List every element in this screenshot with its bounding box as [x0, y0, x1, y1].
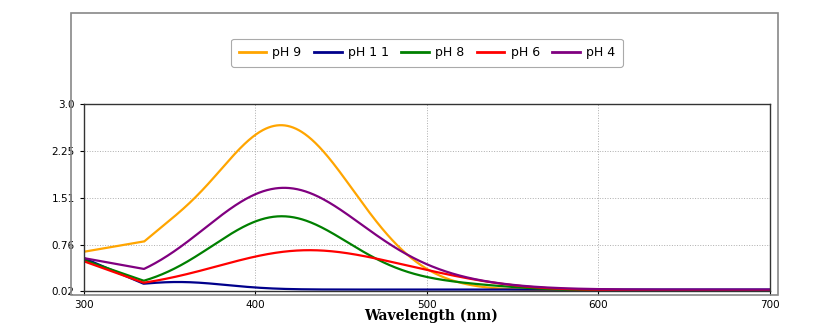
Text: Wavelength (nm): Wavelength (nm)	[364, 309, 497, 323]
Legend: pH 9, pH 1 1, pH 8, pH 6, pH 4: pH 9, pH 1 1, pH 8, pH 6, pH 4	[231, 39, 622, 67]
